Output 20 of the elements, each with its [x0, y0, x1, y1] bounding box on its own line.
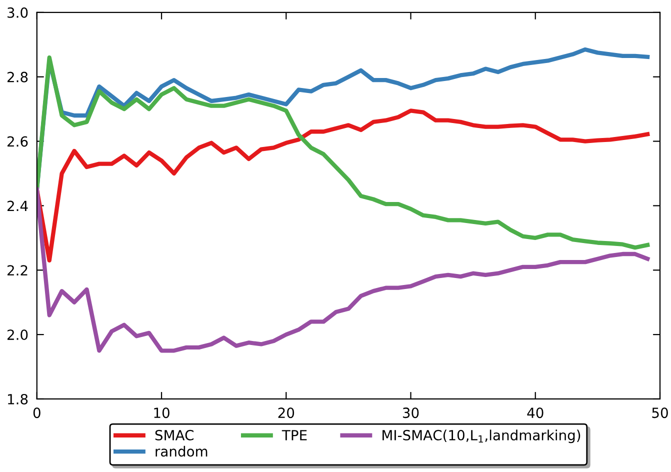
legend-label: random	[156, 446, 208, 457]
x-tick-label: 10	[154, 408, 170, 418]
y-tick-label: 2.6	[8, 136, 28, 147]
y-tick-label: 2.2	[8, 265, 28, 276]
x-tick-label: 0	[33, 408, 40, 418]
y-tick-label: 2.0	[8, 330, 28, 340]
line-series	[36, 55, 650, 250]
x-tick-label: 50	[652, 408, 668, 418]
y-tick-label: 3.0	[8, 7, 28, 18]
line-series	[36, 108, 650, 263]
x-tick-label: 30	[402, 408, 419, 418]
legend-label: SMAC	[155, 430, 194, 440]
line-series	[36, 188, 650, 353]
y-tick-label: 2.4	[8, 200, 28, 211]
y-tick-label: 2.8	[8, 72, 28, 82]
y-tick-label: 1.8	[8, 394, 28, 404]
legend-label: TPE	[282, 430, 307, 440]
x-tick-label: 40	[527, 408, 544, 418]
x-tick-label: 20	[278, 408, 294, 418]
legend-label: MI-SMAC(10,L$_{1}$,landmarking)	[382, 430, 580, 444]
